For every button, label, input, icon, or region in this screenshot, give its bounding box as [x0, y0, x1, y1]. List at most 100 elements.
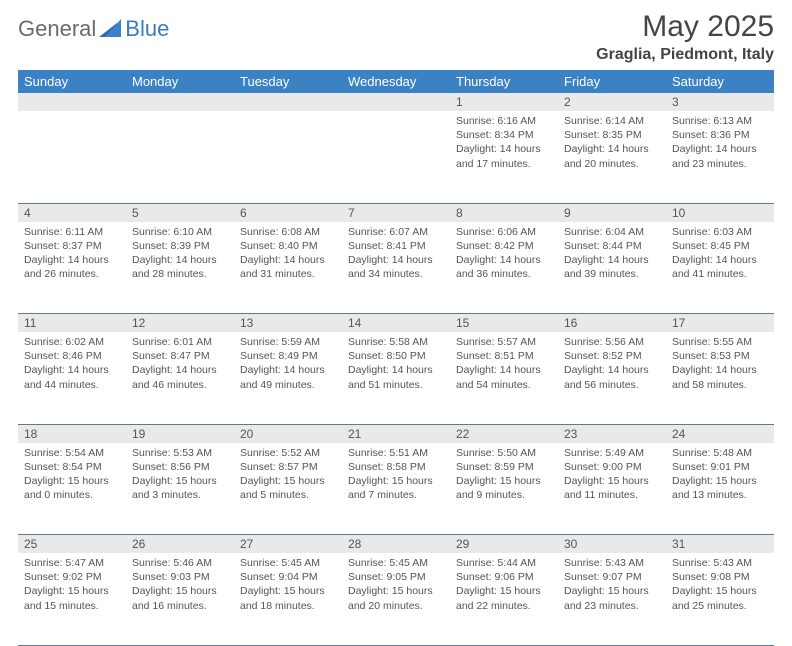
day-cell: Sunrise: 6:03 AMSunset: 8:45 PMDaylight:…: [666, 222, 774, 314]
daylight-line: Daylight: 14 hours and 58 minutes.: [672, 363, 768, 391]
sunset-line: Sunset: 8:50 PM: [348, 349, 444, 363]
day-number: 26: [126, 535, 234, 553]
brand-logo: General Blue: [18, 16, 169, 42]
day-number-row: 18192021222324: [18, 424, 774, 443]
day-cell: Sunrise: 5:58 AMSunset: 8:50 PMDaylight:…: [342, 332, 450, 424]
day-number: [18, 93, 126, 111]
weekday-header: Monday: [126, 70, 234, 93]
sunrise-line: Sunrise: 5:52 AM: [240, 446, 336, 460]
month-title: May 2025: [596, 10, 774, 44]
day-number: 6: [234, 204, 342, 222]
day-number: 2: [558, 93, 666, 111]
day-number: [342, 93, 450, 111]
sunset-line: Sunset: 8:57 PM: [240, 460, 336, 474]
day-number: 18: [18, 425, 126, 443]
day-number-cell: 31: [666, 535, 774, 554]
day-body: Sunrise: 5:48 AMSunset: 9:01 PMDaylight:…: [666, 443, 774, 509]
location-label: Graglia, Piedmont, Italy: [596, 46, 774, 64]
sunrise-line: Sunrise: 6:04 AM: [564, 225, 660, 239]
daylight-line: Daylight: 14 hours and 17 minutes.: [456, 142, 552, 170]
day-number: 15: [450, 314, 558, 332]
day-body: Sunrise: 6:14 AMSunset: 8:35 PMDaylight:…: [558, 111, 666, 177]
day-body: Sunrise: 5:44 AMSunset: 9:06 PMDaylight:…: [450, 553, 558, 619]
day-body: Sunrise: 5:52 AMSunset: 8:57 PMDaylight:…: [234, 443, 342, 509]
sunrise-line: Sunrise: 5:51 AM: [348, 446, 444, 460]
day-number-cell: 14: [342, 314, 450, 333]
sunset-line: Sunset: 9:03 PM: [132, 570, 228, 584]
day-body: Sunrise: 5:45 AMSunset: 9:04 PMDaylight:…: [234, 553, 342, 619]
daylight-line: Daylight: 15 hours and 9 minutes.: [456, 474, 552, 502]
sunset-line: Sunset: 9:04 PM: [240, 570, 336, 584]
day-body: Sunrise: 5:53 AMSunset: 8:56 PMDaylight:…: [126, 443, 234, 509]
day-body: Sunrise: 5:51 AMSunset: 8:58 PMDaylight:…: [342, 443, 450, 509]
sunrise-line: Sunrise: 5:43 AM: [672, 556, 768, 570]
day-cell: Sunrise: 5:43 AMSunset: 9:08 PMDaylight:…: [666, 553, 774, 645]
day-number: 7: [342, 204, 450, 222]
daylight-line: Daylight: 14 hours and 26 minutes.: [24, 253, 120, 281]
day-body: Sunrise: 6:10 AMSunset: 8:39 PMDaylight:…: [126, 222, 234, 288]
day-number-cell: [126, 93, 234, 111]
day-number-cell: 12: [126, 314, 234, 333]
day-number-cell: 20: [234, 424, 342, 443]
day-number-cell: 27: [234, 535, 342, 554]
day-number: 14: [342, 314, 450, 332]
weekday-header: Wednesday: [342, 70, 450, 93]
sunset-line: Sunset: 8:34 PM: [456, 128, 552, 142]
day-body: Sunrise: 5:45 AMSunset: 9:05 PMDaylight:…: [342, 553, 450, 619]
weekday-header-row: Sunday Monday Tuesday Wednesday Thursday…: [18, 70, 774, 93]
sunset-line: Sunset: 8:53 PM: [672, 349, 768, 363]
day-number-cell: 28: [342, 535, 450, 554]
sunset-line: Sunset: 9:07 PM: [564, 570, 660, 584]
day-number: 24: [666, 425, 774, 443]
day-number-cell: 17: [666, 314, 774, 333]
day-cell: [234, 111, 342, 203]
sunset-line: Sunset: 9:08 PM: [672, 570, 768, 584]
sunset-line: Sunset: 8:54 PM: [24, 460, 120, 474]
day-body: Sunrise: 5:43 AMSunset: 9:08 PMDaylight:…: [666, 553, 774, 619]
sunrise-line: Sunrise: 5:48 AM: [672, 446, 768, 460]
sunrise-line: Sunrise: 5:56 AM: [564, 335, 660, 349]
day-number-cell: 25: [18, 535, 126, 554]
day-number-cell: [234, 93, 342, 111]
sunset-line: Sunset: 9:05 PM: [348, 570, 444, 584]
sunrise-line: Sunrise: 5:49 AM: [564, 446, 660, 460]
day-number: 22: [450, 425, 558, 443]
daylight-line: Daylight: 14 hours and 49 minutes.: [240, 363, 336, 391]
day-number: 17: [666, 314, 774, 332]
day-number: 11: [18, 314, 126, 332]
daylight-line: Daylight: 15 hours and 7 minutes.: [348, 474, 444, 502]
daylight-line: Daylight: 15 hours and 22 minutes.: [456, 584, 552, 612]
day-number-cell: [342, 93, 450, 111]
day-body: [342, 111, 450, 120]
weekday-header: Thursday: [450, 70, 558, 93]
brand-word-2: Blue: [125, 16, 169, 42]
day-number: 16: [558, 314, 666, 332]
day-body: Sunrise: 5:59 AMSunset: 8:49 PMDaylight:…: [234, 332, 342, 398]
day-cell: Sunrise: 6:08 AMSunset: 8:40 PMDaylight:…: [234, 222, 342, 314]
weekday-header: Sunday: [18, 70, 126, 93]
sunrise-line: Sunrise: 6:07 AM: [348, 225, 444, 239]
week-row: Sunrise: 5:47 AMSunset: 9:02 PMDaylight:…: [18, 553, 774, 645]
day-number: 31: [666, 535, 774, 553]
daylight-line: Daylight: 14 hours and 34 minutes.: [348, 253, 444, 281]
day-number: 13: [234, 314, 342, 332]
day-body: Sunrise: 5:57 AMSunset: 8:51 PMDaylight:…: [450, 332, 558, 398]
daylight-line: Daylight: 15 hours and 23 minutes.: [564, 584, 660, 612]
day-body: Sunrise: 6:16 AMSunset: 8:34 PMDaylight:…: [450, 111, 558, 177]
day-number-cell: 13: [234, 314, 342, 333]
day-cell: Sunrise: 6:02 AMSunset: 8:46 PMDaylight:…: [18, 332, 126, 424]
daylight-line: Daylight: 15 hours and 5 minutes.: [240, 474, 336, 502]
daylight-line: Daylight: 15 hours and 15 minutes.: [24, 584, 120, 612]
day-number: 10: [666, 204, 774, 222]
day-number: 1: [450, 93, 558, 111]
day-number-row: 45678910: [18, 203, 774, 222]
day-cell: Sunrise: 6:13 AMSunset: 8:36 PMDaylight:…: [666, 111, 774, 203]
day-body: Sunrise: 6:02 AMSunset: 8:46 PMDaylight:…: [18, 332, 126, 398]
day-cell: Sunrise: 5:47 AMSunset: 9:02 PMDaylight:…: [18, 553, 126, 645]
sunrise-line: Sunrise: 6:10 AM: [132, 225, 228, 239]
day-number-cell: 19: [126, 424, 234, 443]
day-body: Sunrise: 5:58 AMSunset: 8:50 PMDaylight:…: [342, 332, 450, 398]
day-cell: [18, 111, 126, 203]
day-number-cell: 24: [666, 424, 774, 443]
sunrise-line: Sunrise: 5:57 AM: [456, 335, 552, 349]
